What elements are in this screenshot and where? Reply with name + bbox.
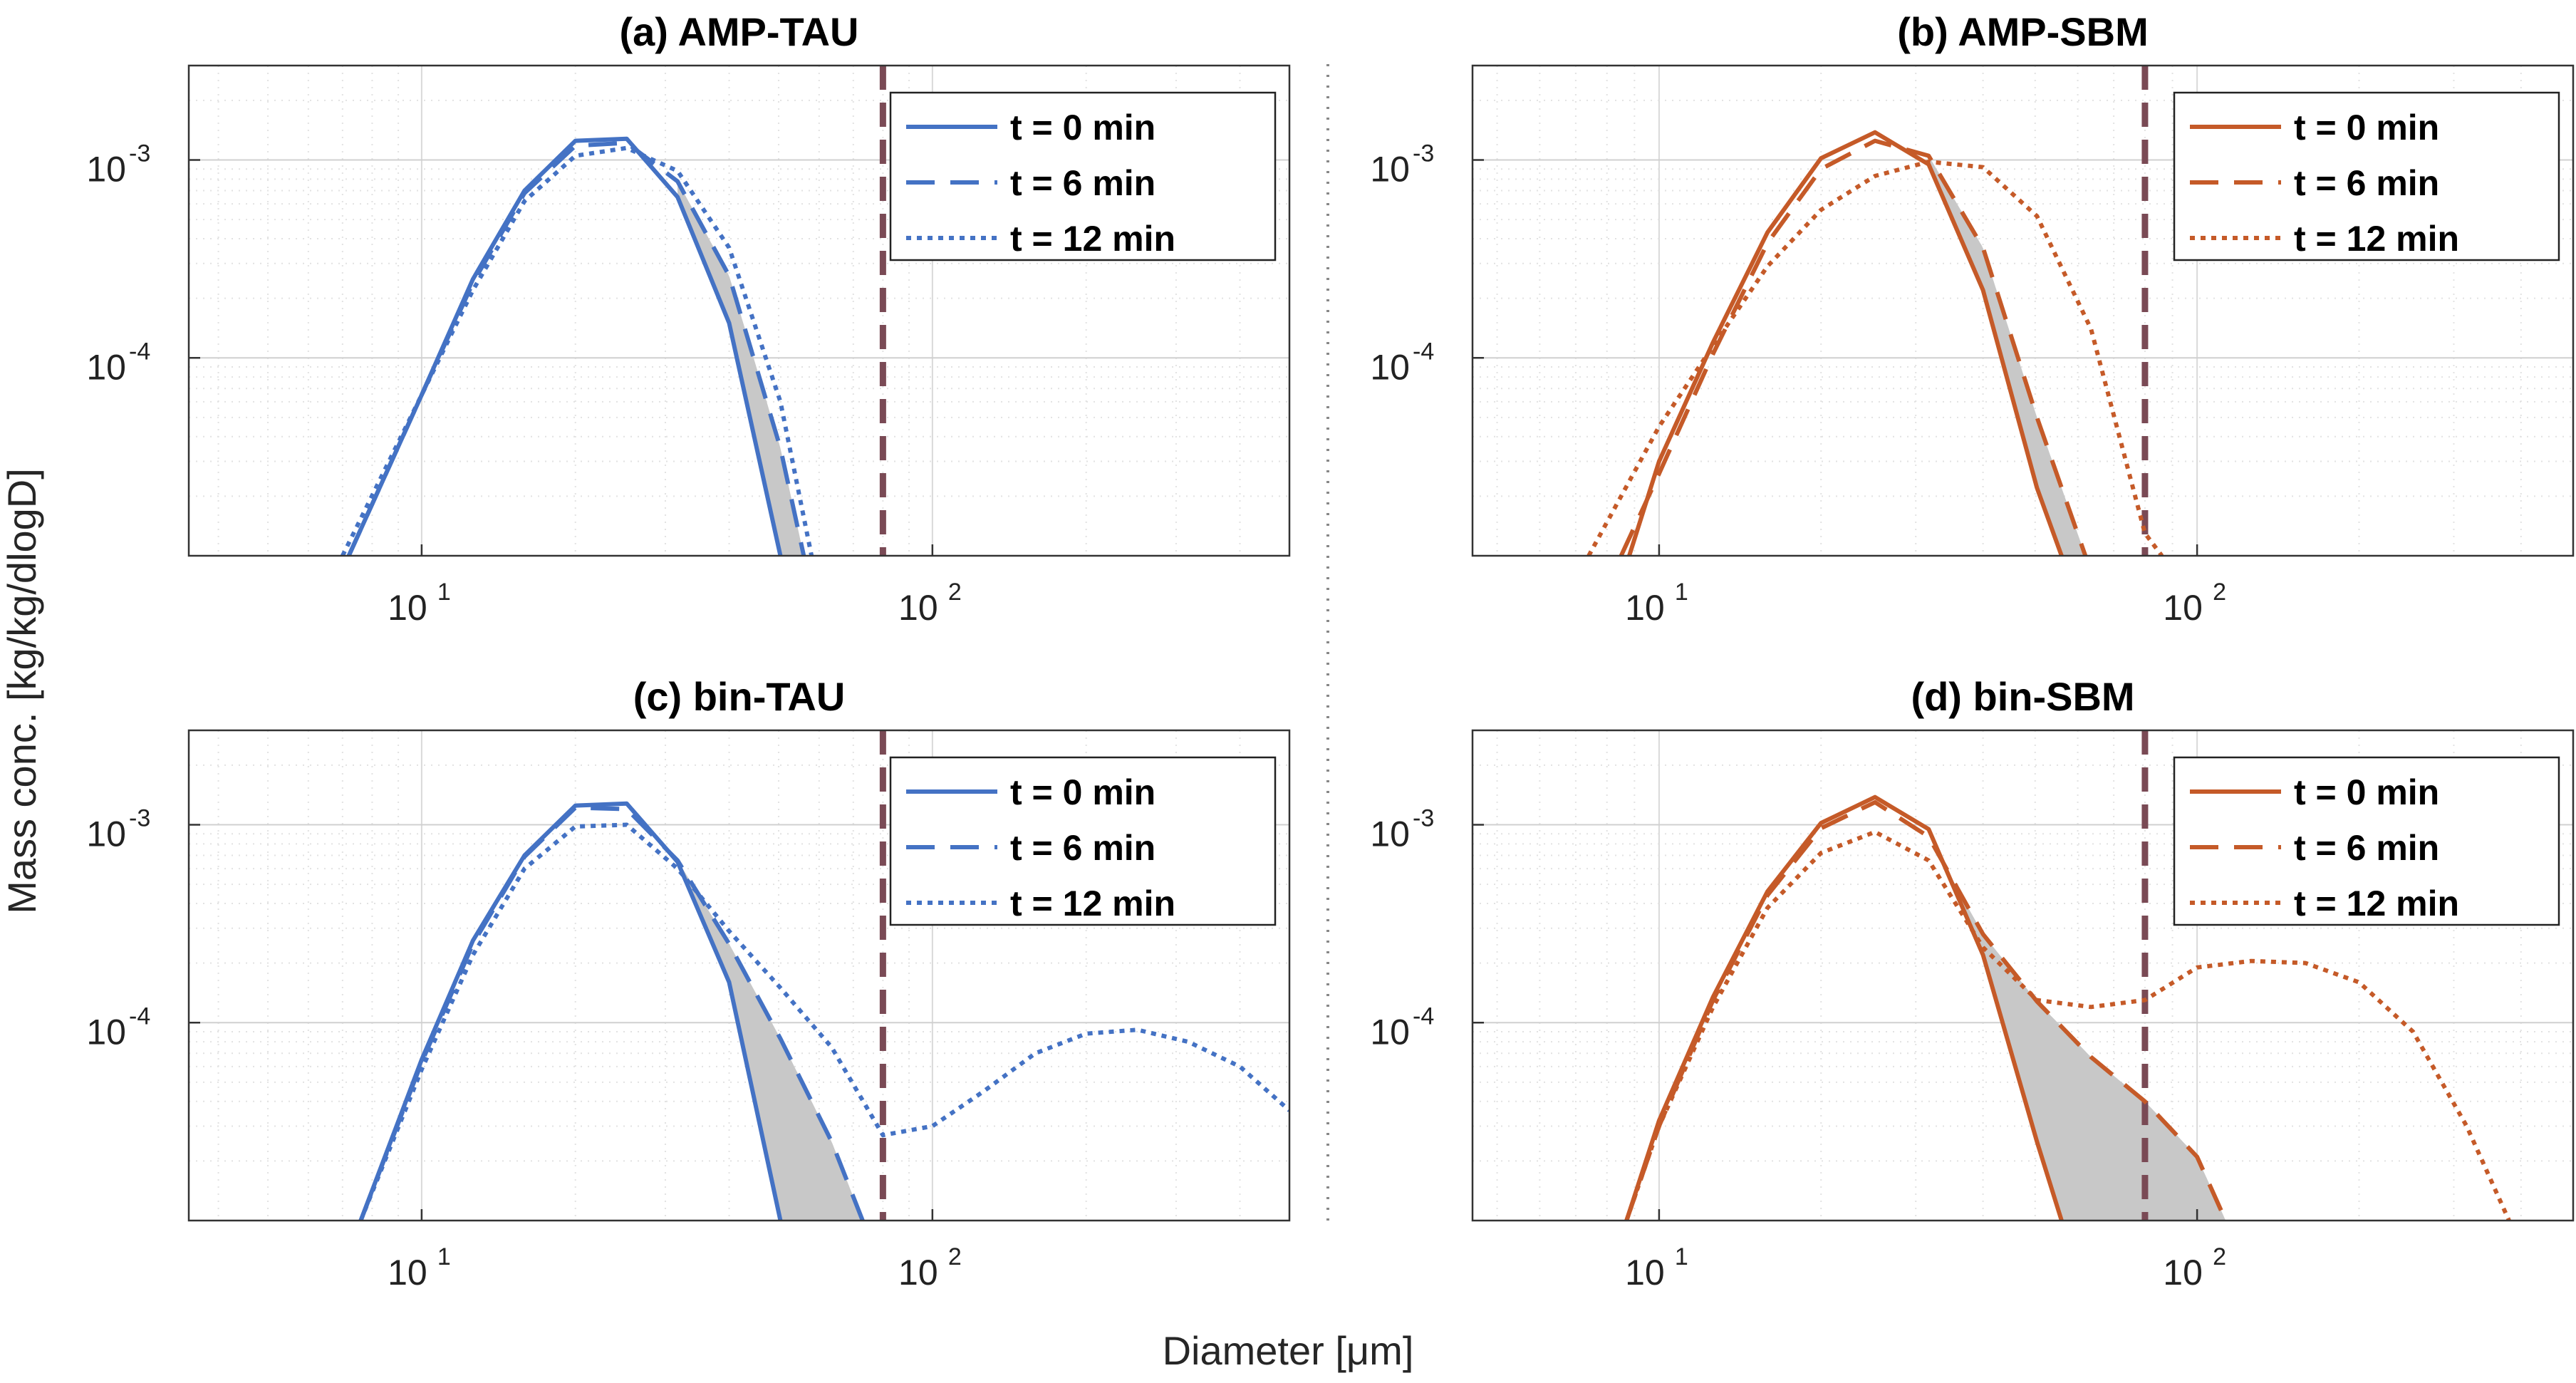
- shaded-region: [1928, 829, 2226, 1221]
- axes-box: [1471, 64, 2575, 557]
- y-tick-label-1: 10: [1370, 1012, 1410, 1052]
- legend-box: [889, 756, 1277, 926]
- series-line-1: [1619, 138, 2088, 556]
- legend-label-1: t = 6 min: [1010, 163, 1155, 203]
- series-line-0: [1627, 130, 2064, 556]
- series-line-1: [1624, 799, 2228, 1221]
- y-tick-label-0: 10: [86, 814, 126, 854]
- y-axis-label: Mass conc. [kg/kg/dlogD]: [0, 468, 44, 914]
- legend-label-0: t = 0 min: [1010, 772, 1155, 812]
- legend: t = 0 min t = 6 min t = 12 min: [2173, 756, 2560, 926]
- series-line-2: [1624, 829, 2511, 1221]
- x-tick-exp-0: 1: [437, 579, 451, 606]
- legend-label-2: t = 12 min: [2294, 219, 2459, 259]
- series-line-0: [346, 136, 783, 556]
- x-axis-label: Diameter [μm]: [1163, 1328, 1414, 1373]
- y-tick-label-0: 10: [86, 150, 126, 190]
- legend-label-2: t = 12 min: [1010, 884, 1175, 923]
- legend-label-1: t = 6 min: [1010, 828, 1155, 868]
- x-tick-label-1: 10: [898, 588, 938, 628]
- y-tick-label-1: 10: [1370, 347, 1410, 387]
- legend-label-2: t = 12 min: [1010, 219, 1175, 259]
- legend-box: [2173, 91, 2560, 261]
- series-line-1: [346, 140, 806, 556]
- panel-title: (b) AMP-SBM: [1897, 9, 2149, 54]
- y-tick-exp-1: -4: [129, 1003, 150, 1030]
- panel-title: (d) bin-SBM: [1911, 674, 2134, 719]
- legend-label-1: t = 6 min: [2294, 163, 2439, 203]
- x-tick-exp-1: 2: [2213, 1243, 2226, 1270]
- legend-label-1: t = 6 min: [2294, 828, 2439, 868]
- y-tick-label-1: 10: [86, 347, 126, 387]
- legend-label-0: t = 0 min: [1010, 108, 1155, 147]
- legend-label-0: t = 0 min: [2294, 108, 2439, 147]
- legend: t = 0 min t = 6 min t = 12 min: [2173, 91, 2560, 261]
- x-tick-exp-1: 2: [948, 579, 962, 606]
- series-line-2: [358, 822, 1289, 1221]
- panel-title: (c) bin-TAU: [633, 674, 846, 719]
- y-tick-exp-1: -4: [1413, 1003, 1434, 1030]
- x-tick-label-0: 10: [388, 588, 427, 628]
- y-tick-label-0: 10: [1370, 814, 1410, 854]
- legend-box: [889, 91, 1277, 261]
- legend-label-2: t = 12 min: [2294, 884, 2459, 923]
- y-tick-exp-1: -4: [1413, 338, 1434, 365]
- y-tick-exp-0: -3: [1413, 140, 1434, 167]
- y-tick-exp-0: -3: [1413, 805, 1434, 832]
- y-tick-exp-1: -4: [129, 338, 150, 365]
- legend-box: [2173, 756, 2560, 926]
- series-line-0: [358, 801, 783, 1221]
- x-tick-exp-0: 1: [437, 1243, 451, 1270]
- y-tick-exp-0: -3: [129, 140, 150, 167]
- x-tick-exp-1: 2: [2213, 579, 2226, 606]
- legend: t = 0 min t = 6 min t = 12 min: [889, 756, 1277, 926]
- series-line-2: [1586, 160, 2164, 556]
- x-tick-label-0: 10: [388, 1253, 427, 1293]
- series-line-0: [1624, 794, 2064, 1221]
- axes-box: [1471, 729, 2575, 1222]
- legend: t = 0 min t = 6 min t = 12 min: [889, 91, 1277, 261]
- shaded-region: [677, 860, 863, 1221]
- x-tick-exp-0: 1: [1675, 579, 1688, 606]
- series-line-2: [341, 145, 814, 556]
- panel-title: (a) AMP-TAU: [620, 9, 859, 54]
- y-tick-label-1: 10: [86, 1012, 126, 1052]
- shaded-region: [1928, 155, 2086, 556]
- x-tick-exp-0: 1: [1675, 1243, 1688, 1270]
- x-tick-label-1: 10: [898, 1253, 938, 1293]
- legend-label-0: t = 0 min: [2294, 772, 2439, 812]
- x-tick-exp-1: 2: [948, 1243, 962, 1270]
- y-tick-exp-0: -3: [129, 805, 150, 832]
- x-tick-label-0: 10: [1625, 588, 1665, 628]
- y-tick-label-0: 10: [1370, 150, 1410, 190]
- x-tick-label-0: 10: [1625, 1253, 1665, 1293]
- axes-box: [187, 64, 1291, 557]
- axes-box: [187, 729, 1291, 1222]
- x-tick-label-1: 10: [2163, 588, 2203, 628]
- x-tick-label-1: 10: [2163, 1253, 2203, 1293]
